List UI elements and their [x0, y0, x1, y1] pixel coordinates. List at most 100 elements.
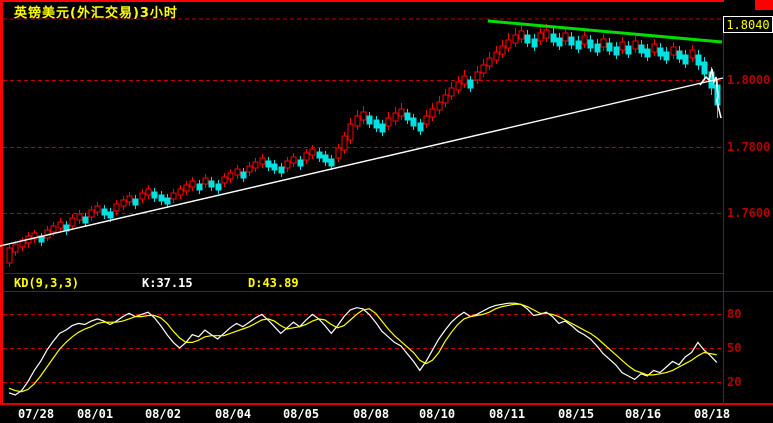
candle-body-up	[689, 49, 696, 59]
candle-body-up	[632, 40, 639, 50]
candle-body-down	[366, 115, 373, 125]
date-axis-label: 08/04	[214, 407, 252, 421]
candle-body-down	[158, 194, 165, 202]
candle-body-up	[177, 188, 184, 196]
candle-body-up	[31, 232, 38, 240]
candle-body-up	[429, 108, 436, 118]
candle-body-up	[76, 213, 83, 221]
window-top-border	[0, 0, 724, 2]
candle-body-up	[19, 239, 26, 248]
candle-body-up	[252, 161, 259, 169]
candle-body-up	[183, 184, 190, 192]
price-axis-label: 1.8000	[727, 73, 771, 87]
candle-body-up	[189, 180, 196, 188]
candle-body-up	[651, 43, 658, 53]
candle-body-up	[385, 117, 392, 127]
candle-body-up	[6, 247, 13, 264]
candle-body-up	[499, 45, 506, 55]
candle-body-down	[164, 197, 171, 205]
candle-body-up	[398, 108, 405, 117]
candle-body-down	[613, 46, 620, 56]
candle-body-up	[486, 57, 493, 67]
price-axis-label: 1.7600	[727, 206, 771, 221]
candle-body-up	[50, 225, 57, 233]
candle-body-down	[550, 33, 557, 43]
candle-body-down	[404, 112, 411, 121]
candle-body-down	[240, 171, 247, 179]
candle-body-up	[284, 160, 291, 169]
candle-body-down	[417, 122, 424, 132]
kd-axis-label: 20	[727, 374, 742, 389]
candle-body-up	[170, 192, 177, 200]
candle-body-down	[278, 166, 285, 174]
candle-body-up	[670, 46, 677, 56]
candle-body-up	[600, 38, 607, 48]
candle-body-up	[94, 205, 101, 213]
candle-body-up	[69, 217, 76, 227]
indicator-d-value: D:43.89	[248, 276, 299, 290]
candle-body-down	[606, 42, 613, 52]
candle-body-up	[493, 51, 500, 61]
candle-body-up	[360, 111, 367, 121]
candle-body-up	[126, 195, 133, 203]
date-axis-label: 07/28	[17, 407, 55, 421]
candle-body-down	[322, 154, 329, 163]
candle-body-down	[297, 159, 304, 167]
candle-body-up	[543, 29, 550, 39]
candle-body-down	[625, 45, 632, 55]
candle-body-up	[12, 243, 19, 253]
price-axis-label: 1.7800	[727, 139, 771, 154]
candle-body-up	[341, 135, 348, 151]
candle-body-up	[619, 41, 626, 51]
candle-body-down	[328, 158, 335, 167]
candle-body-up	[505, 39, 512, 49]
candle-body-up	[290, 156, 297, 164]
candle-body-up	[354, 115, 361, 127]
candle-body-down	[701, 61, 708, 75]
candle-body-up	[455, 81, 462, 91]
candle-body-down	[594, 43, 601, 53]
resistance-trendline	[487, 19, 723, 44]
candle-body-down	[644, 48, 651, 58]
candle-body-down	[271, 163, 278, 171]
candle-body-down	[373, 119, 380, 129]
candle-body-down	[695, 54, 702, 66]
candle-body-down	[638, 44, 645, 54]
support-trendline	[0, 77, 724, 247]
indicator-k-value: K:37.15	[142, 276, 193, 290]
candle-body-down	[657, 47, 664, 57]
candle-body-down	[663, 51, 670, 61]
candle-body-up	[303, 152, 310, 161]
candle-body-down	[82, 216, 89, 224]
candle-body-down	[587, 39, 594, 49]
indicator-name-label: KD(9,3,3)	[14, 276, 80, 290]
date-axis-label: 08/02	[144, 407, 182, 421]
candle-body-down	[568, 36, 575, 46]
candle-body-down	[208, 180, 215, 188]
candle-body-down	[107, 211, 114, 219]
candle-body-up	[57, 221, 64, 229]
candle-body-up	[221, 176, 228, 184]
window-left-border	[0, 0, 3, 405]
candle-body-up	[442, 94, 449, 104]
candle-body-up	[537, 32, 544, 42]
candle-body-down	[556, 37, 563, 47]
candle-body-up	[259, 157, 266, 165]
candle-body-down	[101, 208, 108, 216]
candle-body-up	[139, 192, 146, 200]
window-corner-block	[755, 0, 773, 10]
candle-body-down	[132, 198, 139, 206]
candle-body-up	[423, 115, 430, 125]
date-axis-label: 08/01	[76, 407, 114, 421]
candle-body-down	[676, 50, 683, 60]
candle-body-up	[88, 209, 95, 218]
date-axis-label: 08/10	[418, 407, 456, 421]
candle-body-down	[379, 123, 386, 133]
candle-body-down	[410, 117, 417, 127]
candle-body-up	[145, 188, 152, 196]
candle-body-up	[512, 34, 519, 44]
candle-body-up	[518, 30, 525, 40]
candle-body-up	[234, 168, 241, 176]
